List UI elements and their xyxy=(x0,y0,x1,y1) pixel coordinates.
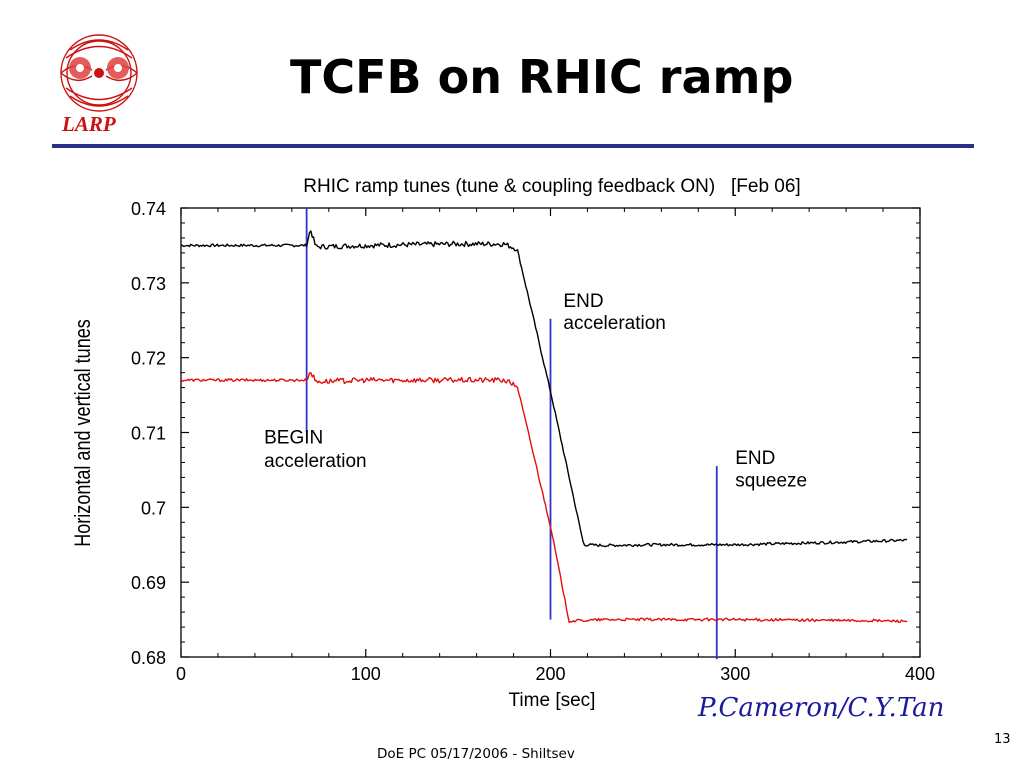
logo-text: LARP xyxy=(62,112,116,136)
page-number: 13 xyxy=(994,732,1011,747)
event-label-line: squeeze xyxy=(735,470,807,491)
larp-logo xyxy=(60,34,138,112)
event-markers xyxy=(305,208,718,660)
footer-text: DoE PC 05/17/2006 - Shiltsev xyxy=(377,746,575,762)
event-label-line: acceleration xyxy=(264,451,366,472)
chart-container: RHIC ramp tunes (tune & coupling feedbac… xyxy=(0,150,1024,720)
series-line-2 xyxy=(180,372,908,623)
x-tick-label: 400 xyxy=(905,664,935,684)
chart-title: RHIC ramp tunes (tune & coupling feedbac… xyxy=(303,176,800,197)
y-axis-label: Horizontal and vertical tunes xyxy=(71,319,95,547)
title-divider xyxy=(52,144,974,148)
y-tick-label: 0.74 xyxy=(131,199,166,219)
event-label-line: END xyxy=(563,291,603,312)
author-credit: P.Cameron/C.Y.Tan xyxy=(698,693,945,723)
x-tick-label: 100 xyxy=(351,664,381,684)
y-tick-label: 0.72 xyxy=(131,349,166,369)
series-line-1 xyxy=(180,230,908,548)
x-tick-label: 200 xyxy=(535,664,565,684)
y-tick-label: 0.71 xyxy=(131,424,166,444)
slide-title: TCFB on RHIC ramp xyxy=(290,50,794,104)
y-tick-label: 0.68 xyxy=(131,648,166,668)
event-label-line: BEGIN xyxy=(264,428,323,449)
event-label-line: END xyxy=(735,448,775,469)
series-layer xyxy=(180,230,908,623)
event-label-line: acceleration xyxy=(563,313,665,334)
y-axis-ticks: 0.68 0.69 0.7 0.71 0.72 0.73 0.74 xyxy=(131,199,920,668)
event-labels: BEGINaccelerationENDaccelerationENDsquee… xyxy=(264,291,807,492)
tune-chart: RHIC ramp tunes (tune & coupling feedbac… xyxy=(71,176,935,711)
x-tick-label: 0 xyxy=(176,664,186,684)
x-axis-label: Time [sec] xyxy=(509,690,596,711)
x-tick-label: 300 xyxy=(720,664,750,684)
y-tick-label: 0.7 xyxy=(141,498,166,518)
y-tick-label: 0.69 xyxy=(131,573,166,593)
y-tick-label: 0.73 xyxy=(131,274,166,294)
x-axis-ticks: 0 100 200 300 400 xyxy=(176,208,935,684)
